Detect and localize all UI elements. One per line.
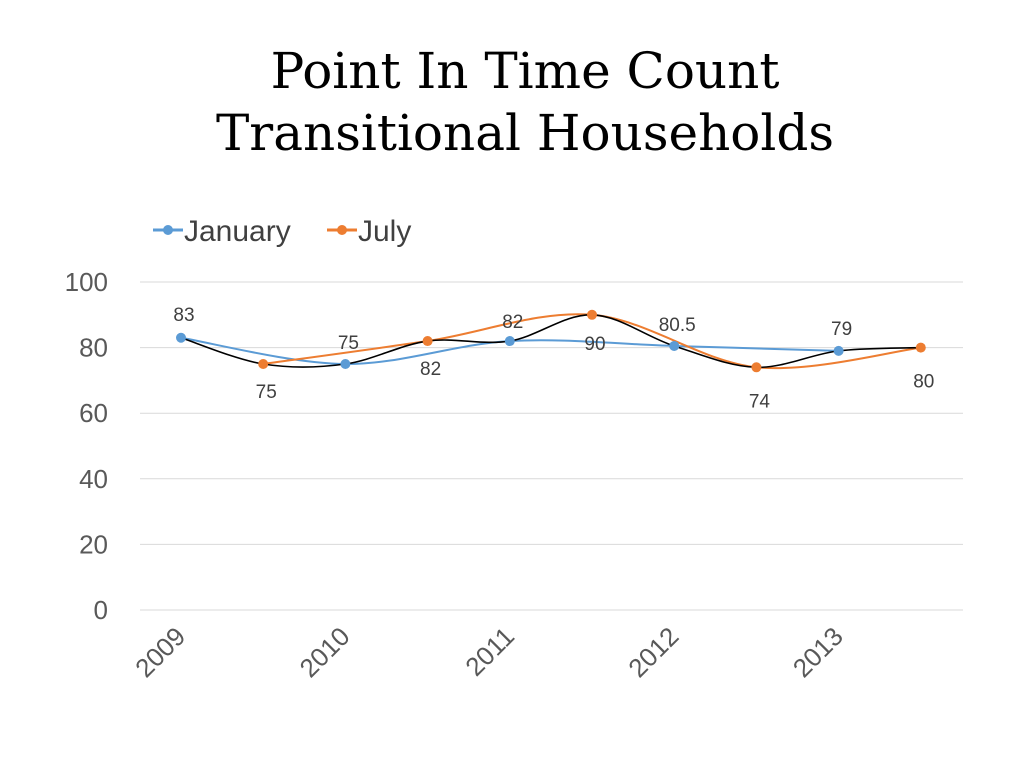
y-tick-label: 80	[79, 333, 108, 363]
data-label: 79	[831, 319, 852, 340]
point-marker-january	[340, 359, 351, 369]
legend-july-label: July	[358, 215, 411, 248]
point-marker-july	[751, 362, 762, 373]
chart-title: Point In Time Count Transitional Househo…	[0, 40, 1024, 164]
data-label: 83	[173, 305, 194, 326]
x-axis-ticks: 2009 2010 2011 2012 2013	[129, 621, 849, 683]
legend-item-july: July	[327, 215, 411, 248]
data-label: 90	[584, 334, 605, 355]
data-label: 74	[749, 391, 771, 412]
data-label: 82	[420, 359, 441, 380]
point-marker-january	[176, 332, 186, 343]
data-label: 82	[502, 312, 523, 333]
legend-july-marker	[337, 225, 347, 235]
point-marker-january	[833, 345, 844, 356]
data-labels: 83 75 75 82 82 90 80.5 74 79 80	[173, 305, 934, 413]
y-tick-label: 100	[65, 267, 108, 297]
data-label: 75	[256, 382, 277, 403]
y-tick-label: 20	[79, 529, 108, 559]
point-marker-july	[915, 342, 926, 353]
chart-title-line-2: Transitional Households	[215, 104, 835, 162]
point-marker-january	[669, 340, 680, 351]
series-markers	[176, 309, 926, 373]
combined-line	[180, 313, 921, 369]
legend-january-marker	[163, 225, 173, 235]
y-tick-label: 0	[94, 595, 108, 625]
x-tick-label: 2009	[129, 621, 191, 683]
x-tick-label: 2011	[459, 621, 520, 682]
legend-january-label: January	[184, 215, 291, 248]
y-axis-ticks: 0 20 40 60 80 100	[65, 267, 108, 625]
data-label: 80.5	[659, 315, 696, 336]
series-lines	[180, 313, 921, 370]
point-marker-january	[504, 336, 515, 347]
point-marker-july	[422, 336, 433, 347]
x-tick-label: 2013	[787, 621, 849, 683]
data-label: 75	[338, 333, 359, 354]
x-tick-label: 2012	[622, 621, 684, 683]
chart-title-line-1: Point In Time Count	[270, 42, 780, 100]
y-tick-label: 60	[79, 398, 108, 428]
point-marker-july	[258, 359, 269, 369]
legend-item-january: January	[153, 215, 291, 248]
x-tick-label: 2010	[294, 621, 356, 683]
point-marker-july	[587, 309, 597, 320]
data-label: 80	[913, 372, 934, 393]
y-tick-label: 40	[79, 464, 108, 494]
gridlines	[140, 281, 963, 611]
legend: January July	[153, 215, 411, 248]
